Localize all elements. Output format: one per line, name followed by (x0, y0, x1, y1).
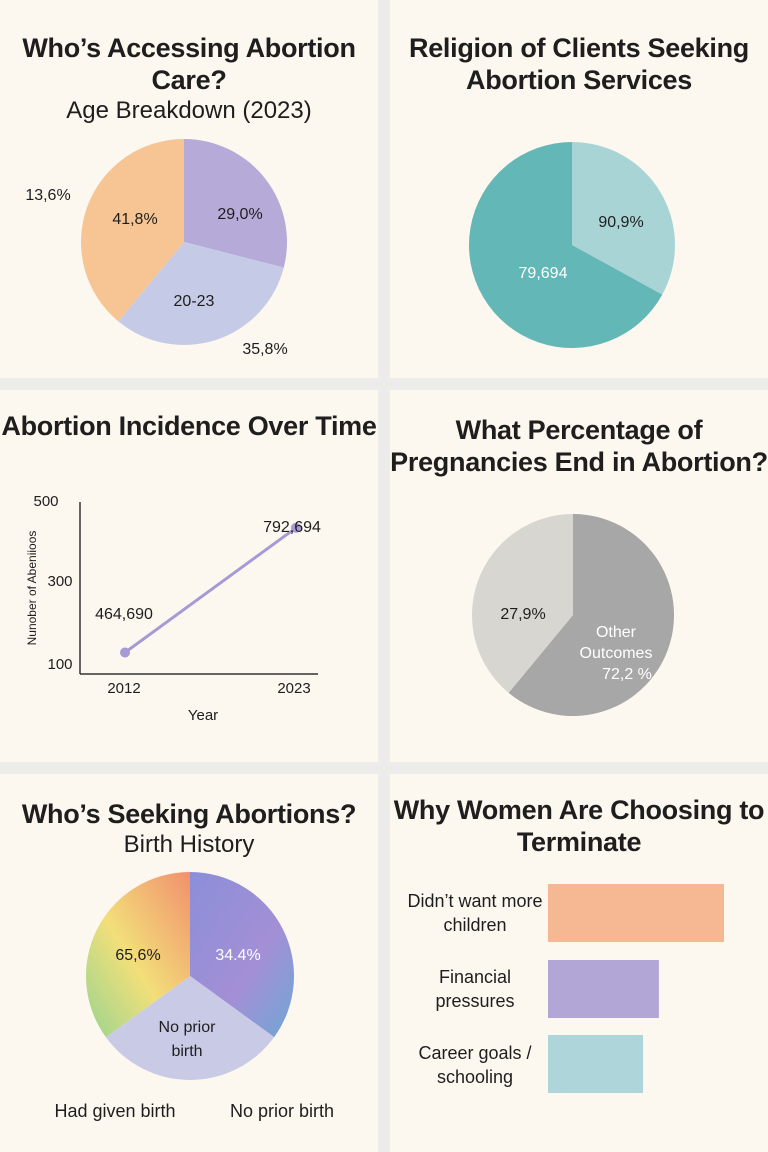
bar-category-label: Didn’t want more children (407, 891, 543, 935)
outer-label: 35,8% (242, 341, 287, 358)
pie-slice (105, 976, 275, 1080)
chart-title: Religion of Clients Seeking Abortion Ser… (409, 33, 749, 95)
age-breakdown-panel: Who’s Accessing Abortion Care? Age Break… (0, 0, 378, 378)
y-axis-title: Nunober of Abeniioos (25, 531, 39, 646)
legend-item: No prior birth (230, 1101, 334, 1121)
pregnancy-outcome-panel: What Percentage of Pregnancies End in Ab… (390, 390, 768, 762)
outcome-pie-chart: 27,9% Other Outcomes 72,2 % (471, 514, 675, 716)
incidence-line-chart: 500 300 100 2012 2023 Year Nunober of Ab… (25, 493, 321, 724)
pie-slices (471, 514, 675, 716)
point-label: 792,694 (263, 519, 321, 536)
pie-slice (508, 514, 675, 716)
reasons-panel: Why Women Are Choosing to Terminate Didn… (390, 774, 768, 1152)
incidence-panel: Abortion Incidence Over Time 500 300 100… (0, 390, 378, 762)
y-tick-label: 300 (47, 573, 72, 590)
reasons-bar-chart (548, 884, 724, 1093)
religion-panel: Religion of Clients Seeking Abortion Ser… (390, 0, 768, 378)
pie-slices (469, 142, 676, 348)
bar-category-label: Financial pressures (435, 967, 515, 1011)
bar (548, 1035, 644, 1093)
bar (548, 960, 659, 1018)
slice-label: 90,9% (598, 214, 643, 231)
pie-slice (572, 142, 676, 295)
data-point (291, 522, 301, 533)
birth-history-panel: Who’s Seeking Abortions? Birth History 3… (0, 774, 378, 1152)
pie-slice (469, 142, 663, 348)
pie-slice (86, 872, 190, 1038)
y-tick-label: 100 (47, 656, 72, 673)
slice-label: 41,8% (112, 211, 157, 228)
slice-label: 79,694 (519, 265, 568, 282)
pie-slice (184, 139, 287, 268)
x-axis-title: Year (188, 707, 218, 724)
pie-slices (86, 872, 294, 1080)
pie-slice (471, 514, 573, 693)
chart-subtitle: Birth History (123, 831, 255, 858)
slice-label: 29,0% (217, 206, 262, 223)
line-series (120, 522, 301, 658)
series-line (124, 526, 297, 654)
age-pie-chart: 29,0% 20-23 41,8% 13,6% 35,8% (25, 139, 288, 358)
slice-label: 20-23 (174, 293, 215, 310)
chart-title: Who’s Seeking Abortions? (21, 799, 357, 829)
legend-item: Had given birth (54, 1101, 175, 1121)
data-point (120, 647, 130, 658)
slice-label: 27,9% (500, 606, 545, 623)
chart-title: What Percentage of Pregnancies End in Ab… (390, 415, 768, 477)
slice-label: 34.4% (215, 947, 260, 964)
chart-title: Why Women Are Choosing to Terminate (393, 795, 765, 857)
pie-slice (81, 139, 184, 322)
bar (548, 884, 724, 942)
pie-slice (190, 872, 294, 1038)
chart-title: Abortion Incidence Over Time (1, 411, 377, 441)
pie-slice (118, 242, 284, 345)
religion-pie-chart: 90,9% 79,694 (469, 142, 676, 348)
pie-slices (81, 139, 287, 345)
y-tick-label: 500 (33, 493, 58, 510)
point-label: 464,690 (95, 606, 153, 623)
slice-label: Other Outcomes 72,2 % (580, 624, 653, 683)
x-tick-label: 2012 (107, 680, 140, 697)
slice-label: 65,6% (115, 947, 160, 964)
bar-category-label: Career goals / schooling (418, 1043, 532, 1087)
chart-subtitle: Age Breakdown (2023) (66, 97, 312, 124)
slice-label: No prior birth (159, 1019, 217, 1060)
birth-history-pie-chart: 34.4% 65,6% No prior birth Had given birt… (54, 872, 334, 1121)
outer-label: 13,6% (25, 187, 70, 204)
x-tick-label: 2023 (277, 680, 310, 697)
chart-title: Who’s Accessing Abortion Care? (22, 33, 356, 95)
bar-series (548, 884, 724, 1093)
